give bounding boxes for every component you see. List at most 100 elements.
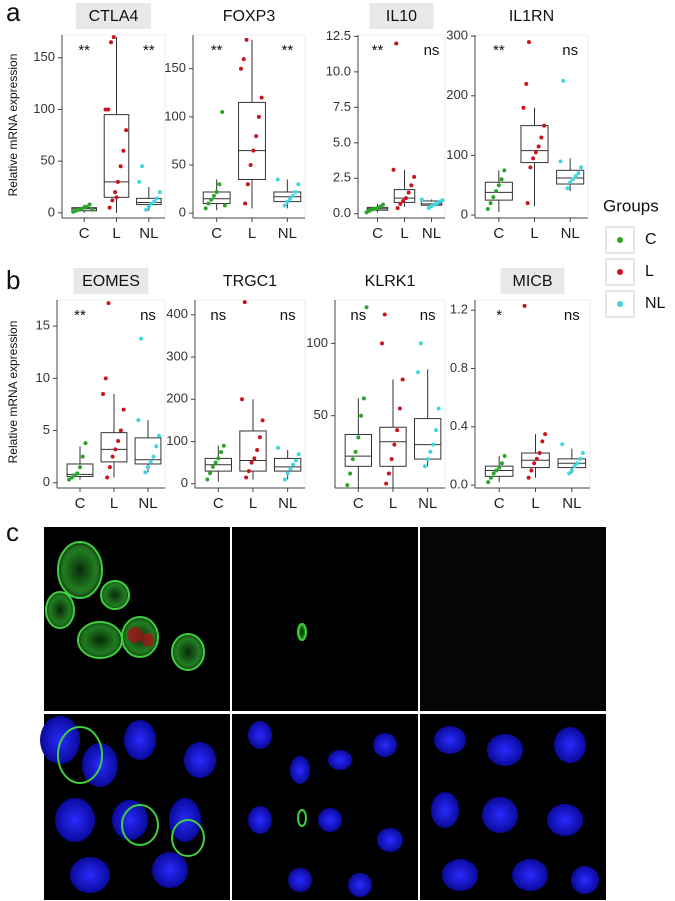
data-point [486,480,491,485]
y-tick-label: 50 [172,156,186,171]
x-tick-label: L [249,495,257,512]
data-point [214,189,219,194]
x-tick-label: C [213,495,224,512]
y-tick-label: 5.0 [333,134,351,149]
data-point [109,40,113,45]
plot-frame [357,34,446,219]
data-point [242,300,247,305]
data-point [121,407,126,412]
data-point [259,95,264,100]
data-point [560,442,565,447]
y-tick-label: 0 [179,205,186,220]
significance: ns [420,307,436,324]
data-point [436,406,441,411]
y-tick-label: 0.8 [450,360,468,375]
data-point [389,457,394,462]
significance: ns [562,42,578,59]
data-point [533,150,538,155]
data-point [570,177,575,182]
data-point [356,435,361,440]
data-point [72,473,77,478]
data-point [78,465,82,470]
panel-label: b [6,265,20,295]
data-point [527,40,531,45]
data-point [110,454,115,459]
data-point [542,123,547,128]
significance: ns [424,42,440,59]
data-point [386,471,391,476]
data-point [539,135,544,140]
significance: ** [281,42,293,59]
data-point [378,204,383,209]
significance: ** [372,42,384,59]
y-tick-label: 50 [314,407,328,422]
significance: ns [280,307,296,324]
title-background [369,3,434,29]
x-tick-label: C [372,225,383,242]
box [379,426,407,467]
x-tick-label: L [530,225,538,242]
data-point [491,471,496,476]
significance: ns [140,307,156,324]
x-tick-label: L [389,495,397,512]
data-point [382,312,387,317]
y-axis-label: Relative mRNA expression [6,321,20,464]
y-tick-label: 0.0 [450,477,468,492]
box [413,418,442,460]
data-point [380,341,384,346]
data-point [296,452,301,457]
y-tick-label: 100 [33,101,55,116]
title-background [73,268,149,294]
significance: ns [350,307,366,324]
data-point [249,460,254,465]
data-point [578,456,583,461]
data-point [440,198,445,203]
y-tick-label: 15 [36,318,50,333]
data-point [118,428,123,433]
data-point [154,444,159,449]
data-point [118,164,123,169]
significance: ns [210,307,226,324]
data-point [575,461,580,466]
significance: * [496,307,502,324]
data-point [540,439,545,444]
data-point [116,439,121,443]
data-point [532,461,537,466]
data-point [69,475,74,480]
data-point [485,207,490,212]
plot-frame [474,299,591,489]
data-point [115,179,120,184]
data-point [121,148,126,153]
data-point [251,148,256,153]
box [134,437,162,465]
data-point [220,110,225,115]
data-point [252,456,257,461]
data-point [558,159,563,164]
plot-frame [194,299,306,489]
data-point [246,469,251,474]
legend-swatch [617,237,623,243]
data-point [210,464,215,469]
legend-label: L [645,263,654,280]
data-point [395,206,400,211]
data-point [428,449,433,454]
data-point [359,413,364,418]
data-point [353,449,358,454]
data-point [256,114,261,119]
data-point [401,198,406,203]
data-point [416,370,421,375]
data-point [282,203,287,208]
data-point [245,182,250,187]
data-point [499,177,504,182]
data-point [288,466,293,471]
x-tick-label: C [211,225,222,242]
data-point [537,451,542,456]
data-point [290,193,295,198]
data-point [260,418,265,423]
data-point [422,464,427,469]
box [484,181,513,201]
chart-title: MICB [513,273,553,290]
significance: ** [211,42,223,59]
x-tick-label: C [79,225,90,242]
